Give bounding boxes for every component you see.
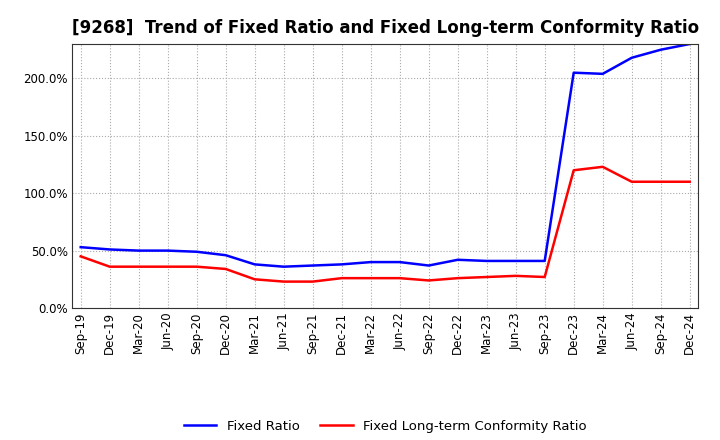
Fixed Ratio (338, 262, 346, 267)
Fixed Ratio (657, 47, 665, 52)
Fixed Ratio (511, 258, 520, 264)
Fixed Long-term Conformity Ratio (657, 179, 665, 184)
Fixed Ratio (163, 248, 172, 253)
Fixed Ratio (570, 70, 578, 75)
Fixed Long-term Conformity Ratio (366, 275, 375, 281)
Fixed Long-term Conformity Ratio (308, 279, 317, 284)
Fixed Long-term Conformity Ratio (135, 264, 143, 269)
Fixed Long-term Conformity Ratio (482, 275, 491, 280)
Fixed Long-term Conformity Ratio (105, 264, 114, 269)
Fixed Ratio (627, 55, 636, 60)
Fixed Ratio (279, 264, 288, 269)
Fixed Long-term Conformity Ratio (251, 277, 259, 282)
Fixed Long-term Conformity Ratio (424, 278, 433, 283)
Fixed Long-term Conformity Ratio (511, 273, 520, 279)
Fixed Long-term Conformity Ratio (454, 275, 462, 281)
Fixed Long-term Conformity Ratio (627, 179, 636, 184)
Fixed Long-term Conformity Ratio (163, 264, 172, 269)
Fixed Ratio (366, 260, 375, 265)
Fixed Ratio (105, 247, 114, 252)
Fixed Long-term Conformity Ratio (395, 275, 404, 281)
Fixed Long-term Conformity Ratio (598, 164, 607, 169)
Fixed Long-term Conformity Ratio (570, 168, 578, 173)
Title: [9268]  Trend of Fixed Ratio and Fixed Long-term Conformity Ratio: [9268] Trend of Fixed Ratio and Fixed Lo… (71, 19, 699, 37)
Line: Fixed Ratio: Fixed Ratio (81, 44, 690, 267)
Fixed Ratio (251, 262, 259, 267)
Fixed Ratio (541, 258, 549, 264)
Fixed Long-term Conformity Ratio (338, 275, 346, 281)
Fixed Long-term Conformity Ratio (685, 179, 694, 184)
Fixed Ratio (221, 253, 230, 258)
Fixed Long-term Conformity Ratio (192, 264, 201, 269)
Fixed Ratio (424, 263, 433, 268)
Fixed Long-term Conformity Ratio (221, 266, 230, 271)
Fixed Long-term Conformity Ratio (541, 275, 549, 280)
Fixed Ratio (135, 248, 143, 253)
Fixed Ratio (395, 260, 404, 265)
Fixed Long-term Conformity Ratio (76, 254, 85, 259)
Fixed Ratio (76, 245, 85, 250)
Fixed Ratio (598, 71, 607, 77)
Fixed Ratio (685, 41, 694, 47)
Fixed Ratio (454, 257, 462, 262)
Fixed Ratio (482, 258, 491, 264)
Fixed Ratio (308, 263, 317, 268)
Fixed Long-term Conformity Ratio (279, 279, 288, 284)
Fixed Ratio (192, 249, 201, 254)
Line: Fixed Long-term Conformity Ratio: Fixed Long-term Conformity Ratio (81, 167, 690, 282)
Legend: Fixed Ratio, Fixed Long-term Conformity Ratio: Fixed Ratio, Fixed Long-term Conformity … (179, 415, 592, 439)
